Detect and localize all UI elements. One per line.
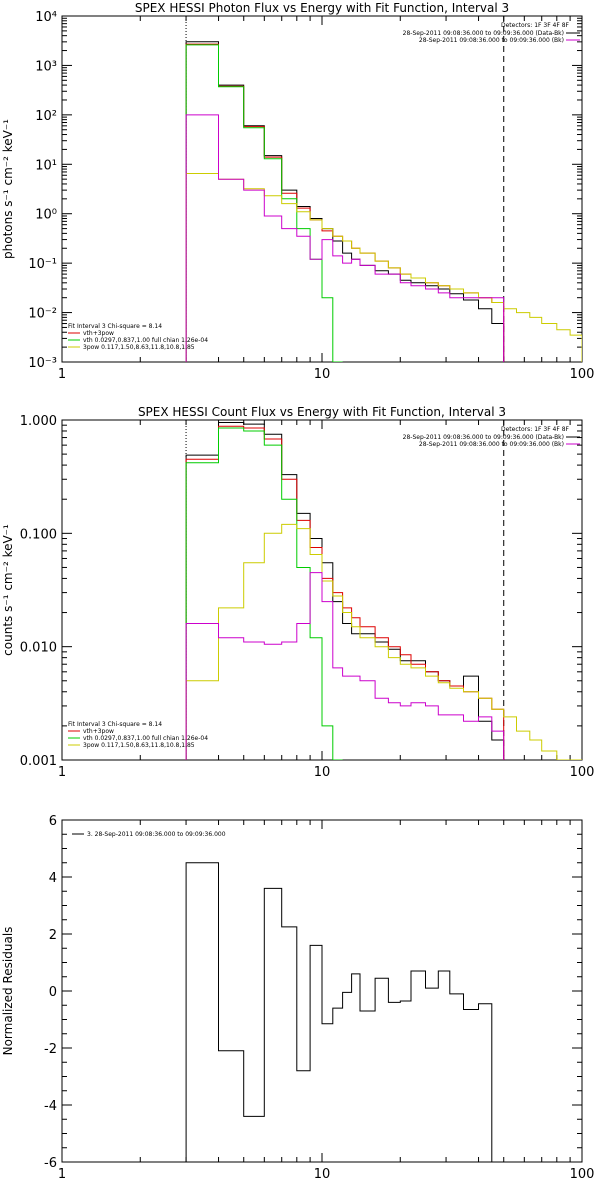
legend-entry-text: 3. 28-Sep-2011 09:08:36.000 to 09:09:36.… <box>87 831 226 838</box>
series-group <box>185 422 582 760</box>
residual-legend: 3. 28-Sep-2011 09:08:36.000 to 09:09:36.… <box>72 831 226 838</box>
chart-title: SPEX HESSI Photon Flux vs Energy with Fi… <box>135 1 509 15</box>
y-tick-label: 10² <box>35 109 57 124</box>
fit-legend-entry-text: vth 0.0297,0.837,1.00 full chian 1.26e-0… <box>83 735 208 742</box>
series-group <box>185 862 493 1162</box>
chart-panel-3: Normalized Residuals 1 10 100 -6 -4 -2 0 2 4 6 3. 2… <box>1 814 594 1182</box>
y-tick-label: 1.000 <box>20 414 57 429</box>
y-tick-label: 10⁻³ <box>28 356 57 371</box>
x-tick-label: 10 <box>314 1167 331 1182</box>
chart-title: SPEX HESSI Count Flux vs Energy with Fit… <box>138 405 506 419</box>
legend-header: Detectors: 1F 3F 4F 8F <box>501 426 570 433</box>
series-group <box>185 41 582 362</box>
fit-legend: Fit Interval 3 Chi-square = 8.14vth+3pow… <box>68 323 208 351</box>
x-tick-label: 100 <box>570 765 595 780</box>
series-1-histogram <box>185 862 493 1162</box>
y-axis-label: photons s⁻¹ cm⁻² keV⁻¹ <box>1 119 15 259</box>
series-1-histogram <box>185 422 505 760</box>
fit-legend-entry-text: vth 0.0297,0.837,1.00 full chian 1.26e-0… <box>83 337 208 344</box>
y-tick-label: 4 <box>49 871 57 886</box>
series-2-histogram <box>185 425 505 760</box>
y-tick-label: 6 <box>49 814 57 829</box>
series-3-histogram <box>185 427 343 760</box>
y-tick-label: -6 <box>44 1156 57 1171</box>
y-tick-label: 10⁴ <box>35 10 57 25</box>
y-tick-label: 10¹ <box>35 158 57 173</box>
series-4-histogram <box>185 173 582 362</box>
legend-entry-text: 28-Sep-2011 09:08:36.000 to 09:09:36.000… <box>419 37 564 44</box>
y-tick-label: 0.100 <box>20 527 57 542</box>
x-tick-label: 100 <box>570 1167 595 1182</box>
chart-panel-1: SPEX HESSI Photon Flux vs Energy with Fi… <box>1 1 594 382</box>
legend-entry-text: 28-Sep-2011 09:08:36.000 to 09:09:36.000… <box>403 30 564 37</box>
fit-legend-header: Fit Interval 3 Chi-square = 8.14 <box>68 323 162 330</box>
y-axis-label: Normalized Residuals <box>1 927 15 1056</box>
x-tick-label: 1 <box>58 765 66 780</box>
y-tick-label: 0 <box>49 985 57 1000</box>
y-tick-label: 10³ <box>35 59 57 74</box>
x-tick-label: 10 <box>314 765 331 780</box>
series-1-histogram <box>185 41 505 362</box>
legend-entry-text: 28-Sep-2011 09:08:36.000 to 09:09:36.000… <box>403 434 564 441</box>
x-tick-label: 10 <box>314 367 331 382</box>
legend-entry-text: 28-Sep-2011 09:08:36.000 to 09:09:36.000… <box>419 441 564 448</box>
x-tick-label: 100 <box>570 367 595 382</box>
y-tick-label: 10⁰ <box>35 208 57 223</box>
y-axis-label: counts s⁻¹ cm⁻² keV⁻¹ <box>1 524 15 656</box>
x-tick-label: 1 <box>58 367 66 382</box>
fit-legend-entry-text: 3pow 0.117,1.50,8.63,11.8,10.8,1.85 <box>83 742 195 749</box>
fit-legend: Fit Interval 3 Chi-square = 8.14vth+3pow… <box>68 721 208 749</box>
y-tick-label: 2 <box>49 928 57 943</box>
fit-legend-entry-text: vth+3pow <box>83 330 114 337</box>
series-4-histogram <box>185 523 582 760</box>
y-tick-label: 10⁻¹ <box>28 257 57 272</box>
x-tick-label: 1 <box>58 1167 66 1182</box>
fit-legend-entry-text: 3pow 0.117,1.50,8.63,11.8,10.8,1.85 <box>83 344 195 351</box>
y-tick-label: 10⁻² <box>28 307 57 322</box>
series-5-histogram <box>185 572 505 760</box>
fit-legend-header: Fit Interval 3 Chi-square = 8.14 <box>68 721 162 728</box>
y-tick-label: 0.010 <box>20 641 57 656</box>
fit-legend-entry-text: vth+3pow <box>83 728 114 735</box>
legend-header: Detectors: 1F 3F 4F 8F <box>501 22 570 29</box>
series-2-histogram <box>185 43 505 362</box>
chart-panel-2: SPEX HESSI Count Flux vs Energy with Fit… <box>1 405 594 780</box>
series-5-histogram <box>185 114 505 362</box>
y-tick-label: -4 <box>44 1099 57 1114</box>
y-tick-label: 0.001 <box>20 754 57 769</box>
y-tick-label: -2 <box>44 1042 57 1057</box>
